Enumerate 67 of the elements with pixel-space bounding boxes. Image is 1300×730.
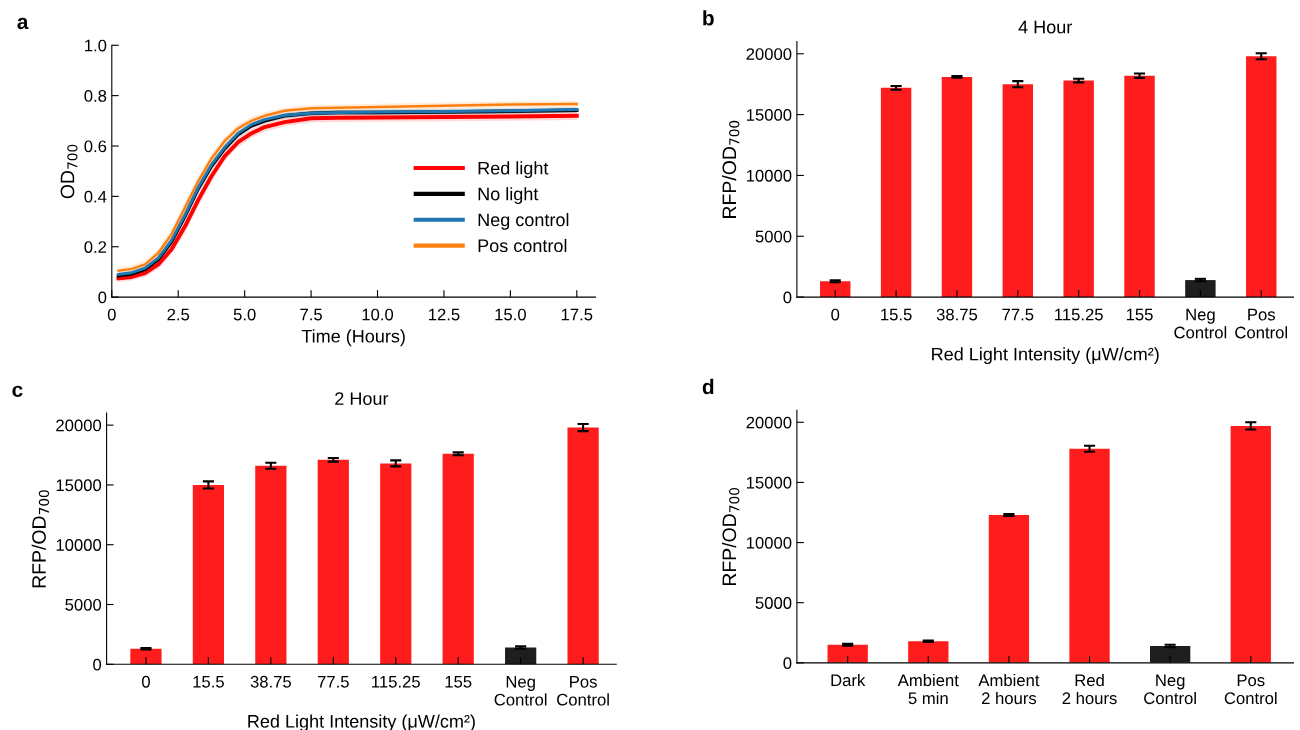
x-tick-label: 15.5 [193,676,224,688]
x-tick-label: 0 [141,675,150,688]
x-tick-label: Dark [831,673,866,687]
legend-label: Pos control [478,238,567,253]
y-tick-label: 5000 [755,597,792,609]
x-tick-label: 12.5 [429,308,460,321]
x-tick-label: 155 [445,676,472,688]
y-tick-label: 0 [783,657,792,670]
text: b [703,10,714,26]
y-axis-title: RFP/OD$_{700}$ [31,490,50,588]
y-axis-title: RFP/OD$_{700}$ [721,120,740,218]
legend-label: Red light [478,161,549,179]
y-axis-title: OD$_{700}$ [60,144,78,199]
x-axis-title: Time (Hours) [301,329,405,347]
y-tick-label: 0.4 [84,190,107,203]
x-axis-title: Red Light Intensity (μW/cm²) [932,347,1159,365]
x-tick-label: Pos Control [557,676,609,706]
x-tick-label: Ambient 5 min [897,673,959,705]
x-tick-label: Pos Control [1224,674,1277,705]
y-tick-label: 10000 [746,169,792,182]
y-tick-label: 0.6 [84,140,107,153]
y-tick-label: 10000 [56,539,102,551]
x-tick-label: Red 2 hours [1062,673,1117,705]
x-tick-label: Neg Control [1144,674,1196,705]
x-tick-label: 0 [831,308,840,321]
x-tick-label: 15.0 [495,308,526,321]
legend-label: Neg control [478,212,569,230]
x-tick-label: Ambient 2 hours [978,673,1040,705]
y-tick-label: 20000 [56,419,102,432]
x-tick-label: 2.5 [167,308,190,321]
x-tick-label: 17.5 [561,308,593,321]
y-tick-label: 1.0 [85,39,107,52]
y-tick-label: 0.2 [84,241,107,253]
y-tick-label: 15000 [56,479,102,492]
legend-label: No light [478,187,539,204]
y-tick-label: 5000 [65,598,102,611]
x-tick-label: 5.0 [233,308,256,321]
x-tick-label: 15.5 [881,308,912,321]
x-tick-label: 7.5 [300,308,322,321]
y-tick-label: 0.8 [84,90,107,102]
y-tick-label: 0 [98,291,107,304]
x-tick-label: 38.75 [250,675,291,688]
text: d [702,378,714,395]
text: a [17,17,29,30]
x-tick-label: 77.5 [317,676,349,688]
x-tick-label: 115.25 [372,675,420,688]
y-tick-label: 0 [783,291,792,304]
x-tick-label: 10.0 [362,308,394,321]
x-tick-label: 155 [1126,308,1153,321]
y-tick-label: 15000 [746,476,792,489]
x-tick-label: 38.75 [936,308,978,321]
y-tick-label: 20000 [746,416,792,429]
x-tick-label: 115.25 [1055,308,1103,321]
y-tick-label: 5000 [755,230,792,243]
text: c [12,385,23,398]
y-tick-label: 15000 [746,109,792,121]
chart-title: 2 Hour [335,392,389,406]
y-tick-label: 0 [93,658,102,671]
y-tick-label: 10000 [746,536,792,549]
y-tick-label: 20000 [746,48,792,60]
x-tick-label: Neg Control [494,676,547,706]
chart-title: 4 Hour [1018,20,1072,34]
x-tick-label: 0 [107,308,116,321]
x-tick-label: 77.5 [1002,308,1034,321]
x-tick-label: Pos Control [1235,308,1287,339]
y-axis-title: RFP/OD$_{700}$ [721,488,740,586]
x-tick-label: Neg Control [1174,308,1227,339]
